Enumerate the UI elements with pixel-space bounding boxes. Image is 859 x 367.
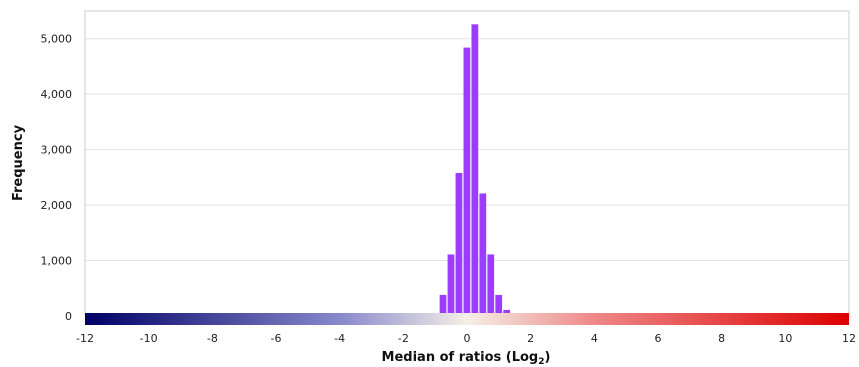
histogram-bar xyxy=(439,294,447,316)
x-tick-label: 6 xyxy=(655,332,662,345)
x-tick-label: -4 xyxy=(334,332,345,345)
x-tick-label: -6 xyxy=(271,332,282,345)
x-axis-title-subscript: 2 xyxy=(538,357,544,367)
x-tick-label: 12 xyxy=(842,332,856,345)
y-axis-title: Frequency xyxy=(11,124,26,201)
x-tick-label: -12 xyxy=(76,332,94,345)
x-axis-title: Median of ratios (Log2) xyxy=(382,350,551,367)
histogram-bar xyxy=(471,24,479,317)
x-tick-label: 4 xyxy=(591,332,598,345)
x-tick-labels: -12 -10 -8 -6 -4 -2 0 2 4 6 8 10 12 xyxy=(76,332,856,345)
histogram-bar xyxy=(479,193,487,316)
color-scale-bar xyxy=(85,313,849,325)
x-tick-label: 10 xyxy=(778,332,792,345)
histogram-bar xyxy=(447,254,455,316)
x-tick-label: 0 xyxy=(464,332,471,345)
x-tick-label: -2 xyxy=(398,332,409,345)
y-tick-label: 4,000 xyxy=(41,88,73,101)
x-tick-label: 8 xyxy=(718,332,725,345)
histogram-bar xyxy=(495,294,503,316)
y-tick-label: 2,000 xyxy=(41,199,73,212)
x-axis-title-main: Median of ratios (Log xyxy=(382,350,539,365)
y-tick-label: 1,000 xyxy=(41,255,73,268)
y-tick-labels: 0 1,000 2,000 3,000 4,000 5,000 xyxy=(41,33,73,323)
y-tick-label: 5,000 xyxy=(41,33,73,46)
x-tick-label: 2 xyxy=(527,332,534,345)
histogram-bar xyxy=(503,309,511,316)
histogram-bar xyxy=(463,47,471,316)
y-tick-label: 3,000 xyxy=(41,144,73,157)
x-tick-label: -10 xyxy=(140,332,158,345)
x-axis-title-suffix: ) xyxy=(545,350,551,365)
x-tick-label: -8 xyxy=(207,332,218,345)
histogram-bar xyxy=(487,254,495,316)
histogram-bar xyxy=(455,172,463,316)
bars xyxy=(312,24,797,317)
y-tick-label: 0 xyxy=(65,310,72,323)
